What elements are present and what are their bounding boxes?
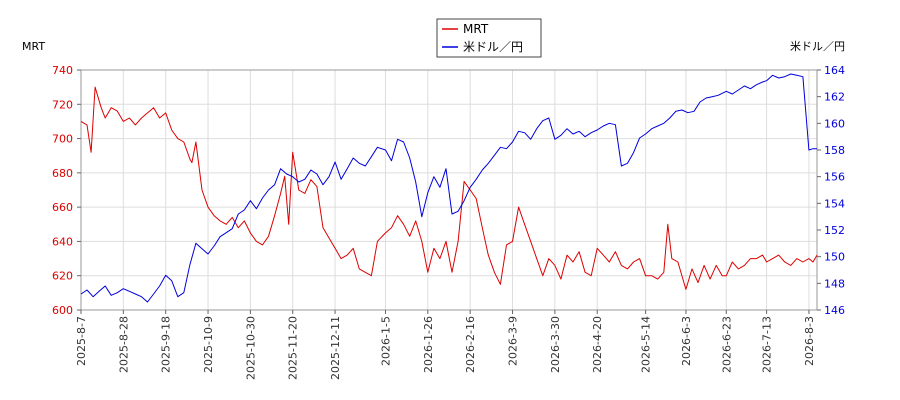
left-axis-title: MRT	[22, 40, 45, 53]
x-tick-label: 2026-4-20	[591, 316, 604, 373]
x-tick-label: 2026-5-14	[640, 316, 653, 373]
x-tick-label: 2026-3-30	[549, 316, 562, 373]
right-tick-label: 148	[824, 277, 845, 290]
x-tick-label: 2026-2-16	[464, 316, 477, 373]
right-axis: 146 148 150 152 154 156 158 160 162 164	[817, 64, 845, 317]
right-tick-label: 146	[824, 304, 845, 317]
right-tick-label: 160	[824, 117, 845, 130]
legend-label-mrt: MRT	[463, 22, 489, 36]
right-tick-label: 154	[824, 197, 845, 210]
x-tick-label: 2026-8-3	[803, 316, 816, 366]
left-tick-label: 720	[52, 98, 73, 111]
left-tick-label: 660	[52, 201, 73, 214]
right-axis-title: 米ドル／円	[790, 40, 845, 53]
right-tick-label: 152	[824, 224, 845, 237]
x-tick-label: 2025-8-28	[117, 316, 130, 373]
plot-frame	[80, 69, 818, 311]
left-tick-label: 700	[52, 133, 73, 146]
left-tick-label: 740	[52, 64, 73, 77]
right-tick-label: 164	[824, 64, 845, 77]
x-tick-label: 2025-11-20	[287, 316, 300, 380]
right-tick-label: 162	[824, 91, 845, 104]
x-axis: 2025-8-7 2025-8-28 2025-9-18 2025-10-9 2025-…	[75, 310, 816, 380]
legend-label-usdjpy: 米ドル／円	[463, 40, 523, 54]
right-tick-label: 158	[824, 144, 845, 157]
legend: MRT 米ドル／円	[436, 18, 542, 58]
x-tick-label: 2026-7-13	[761, 316, 774, 373]
x-tick-label: 2026-6-23	[720, 316, 733, 373]
series-layer	[80, 73, 818, 303]
left-tick-label: 620	[52, 270, 73, 283]
x-tick-label: 2025-10-30	[244, 316, 257, 380]
x-tick-label: 2026-6-3	[680, 316, 693, 366]
x-tick-label: 2025-8-7	[75, 316, 88, 366]
x-tick-label: 2025-12-11	[329, 316, 342, 380]
right-tick-label: 150	[824, 251, 845, 264]
right-tick-label: 156	[824, 171, 845, 184]
legend-box	[436, 18, 542, 58]
x-tick-label: 2025-10-9	[202, 316, 215, 373]
x-tick-label: 2026-1-5	[379, 316, 392, 366]
series-line-usdjpy	[80, 73, 817, 303]
left-axis: 600 620 640 660 680 700 720 740	[52, 64, 81, 317]
left-tick-label: 680	[52, 167, 73, 180]
series-line-mrt	[80, 86, 818, 290]
x-tick-label: 2026-1-26	[422, 316, 435, 373]
x-tick-label: 2026-3-9	[507, 316, 520, 366]
x-tick-label: 2025-9-18	[160, 316, 173, 373]
left-tick-label: 600	[52, 304, 73, 317]
left-tick-label: 640	[52, 235, 73, 248]
